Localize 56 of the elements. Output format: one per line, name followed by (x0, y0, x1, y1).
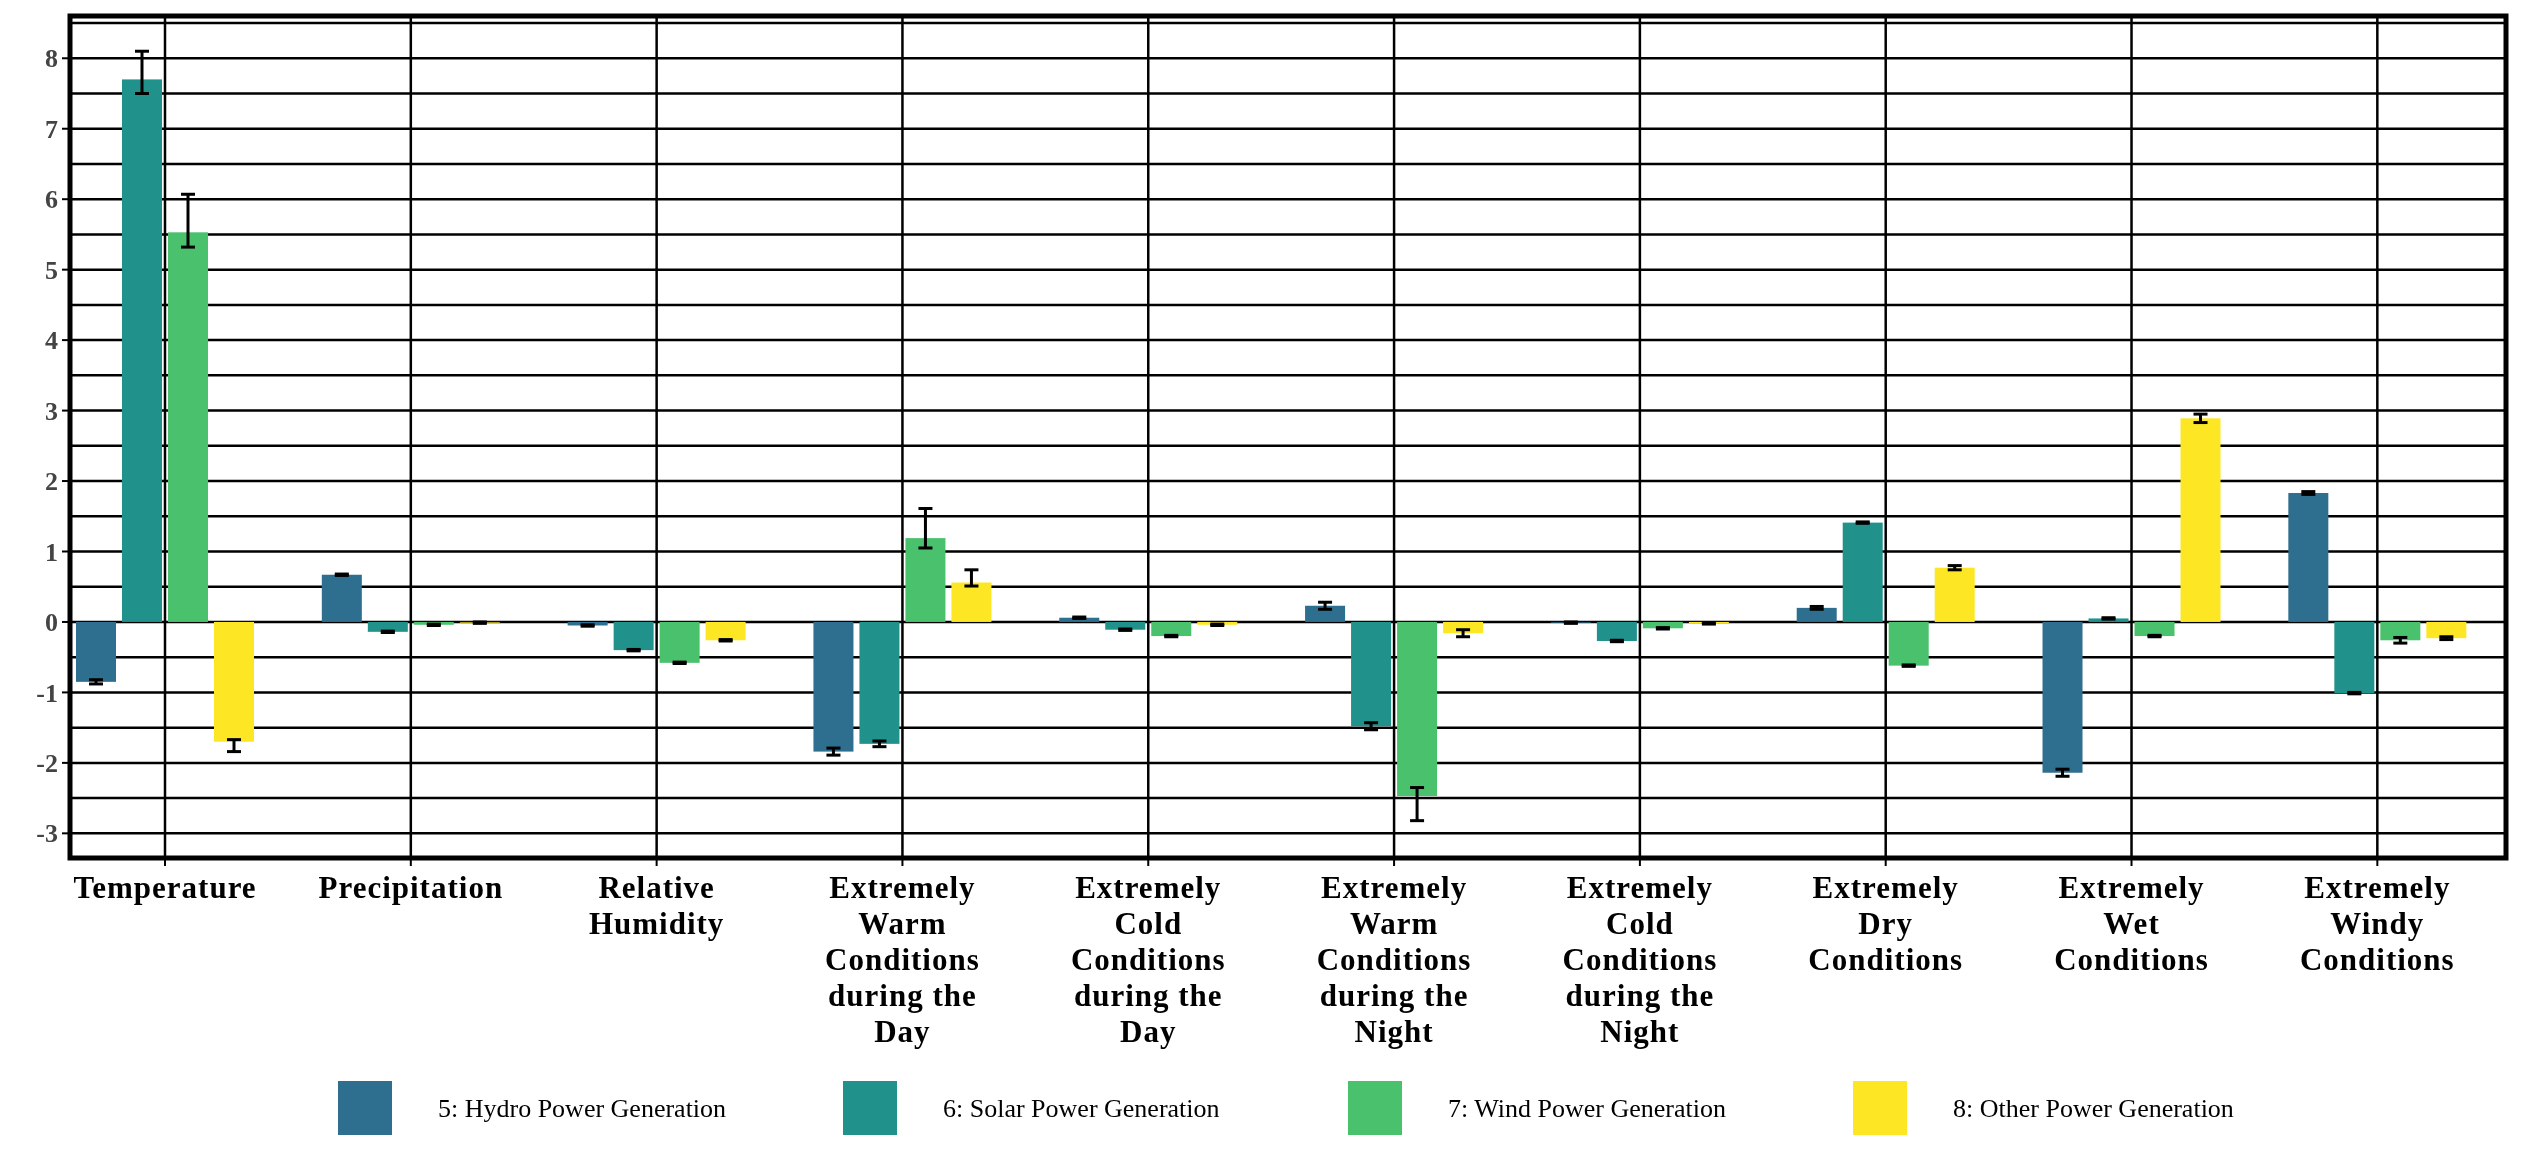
legend-label: 5: Hydro Power Generation (438, 1094, 727, 1124)
bar (1151, 621, 1192, 637)
bar (1351, 621, 1392, 727)
bar (2380, 621, 2421, 641)
y-tick-label: -1 (36, 678, 58, 708)
y-tick-label: 8 (45, 44, 58, 74)
x-tick-label: Temperature (73, 870, 257, 905)
bar (214, 621, 254, 742)
bar (168, 232, 208, 622)
bar (2180, 418, 2221, 622)
bar (321, 574, 362, 622)
bar (2042, 621, 2083, 773)
x-tick-label: Precipitation (318, 870, 504, 905)
x-tick-label: Extremely Dry Conditions (1808, 870, 1964, 977)
y-tick-label: 3 (45, 396, 58, 426)
bar (905, 538, 946, 622)
x-tick-label: Relative Humidity (588, 870, 725, 941)
x-tick-label: Extremely Wet Conditions (2054, 870, 2209, 977)
bar (122, 79, 162, 622)
x-tick-label: Extremely Warm Conditions during the Night (1316, 870, 1472, 1049)
legend-label: 6: Solar Power Generation (943, 1094, 1220, 1124)
bar (1397, 621, 1438, 796)
y-tick-label: 1 (45, 537, 58, 567)
bar (2426, 621, 2467, 639)
y-tick-label: 0 (45, 608, 58, 638)
x-tick-label: Extremely Cold Conditions during the Day (1070, 870, 1226, 1049)
bar (2288, 493, 2329, 622)
y-tick-label: 5 (45, 255, 58, 285)
y-tick-label: 6 (45, 185, 58, 215)
x-tick-label: Extremely Warm Conditions during the Day (825, 870, 980, 1049)
bar (367, 621, 408, 632)
bar (76, 621, 116, 682)
bar (1888, 621, 1929, 666)
bar (1796, 607, 1837, 622)
bar (1105, 621, 1146, 630)
x-tick-label: Extremely Cold Conditions during the Night (1562, 870, 1718, 1049)
bar (705, 621, 746, 641)
y-tick-label: -2 (36, 748, 58, 778)
bar (1842, 522, 1883, 622)
bar (951, 582, 992, 622)
x-tick-label: Extremely Windy Conditions (2299, 870, 2455, 977)
bar (859, 621, 900, 744)
y-tick-label: 7 (45, 114, 58, 144)
legend-label: 8: Other Power Generation (1953, 1094, 2234, 1124)
bar (2134, 621, 2175, 637)
bar (613, 621, 654, 651)
bar (1934, 567, 1975, 622)
bar (1596, 621, 1637, 641)
bar (813, 621, 854, 752)
legend-label: 7: Wind Power Generation (1448, 1094, 1726, 1124)
bar (2334, 621, 2375, 694)
bar (659, 621, 700, 663)
y-tick-label: 4 (45, 326, 58, 356)
bar (1305, 605, 1346, 622)
y-tick-label: -3 (36, 819, 58, 849)
y-tick-label: 2 (45, 467, 58, 497)
